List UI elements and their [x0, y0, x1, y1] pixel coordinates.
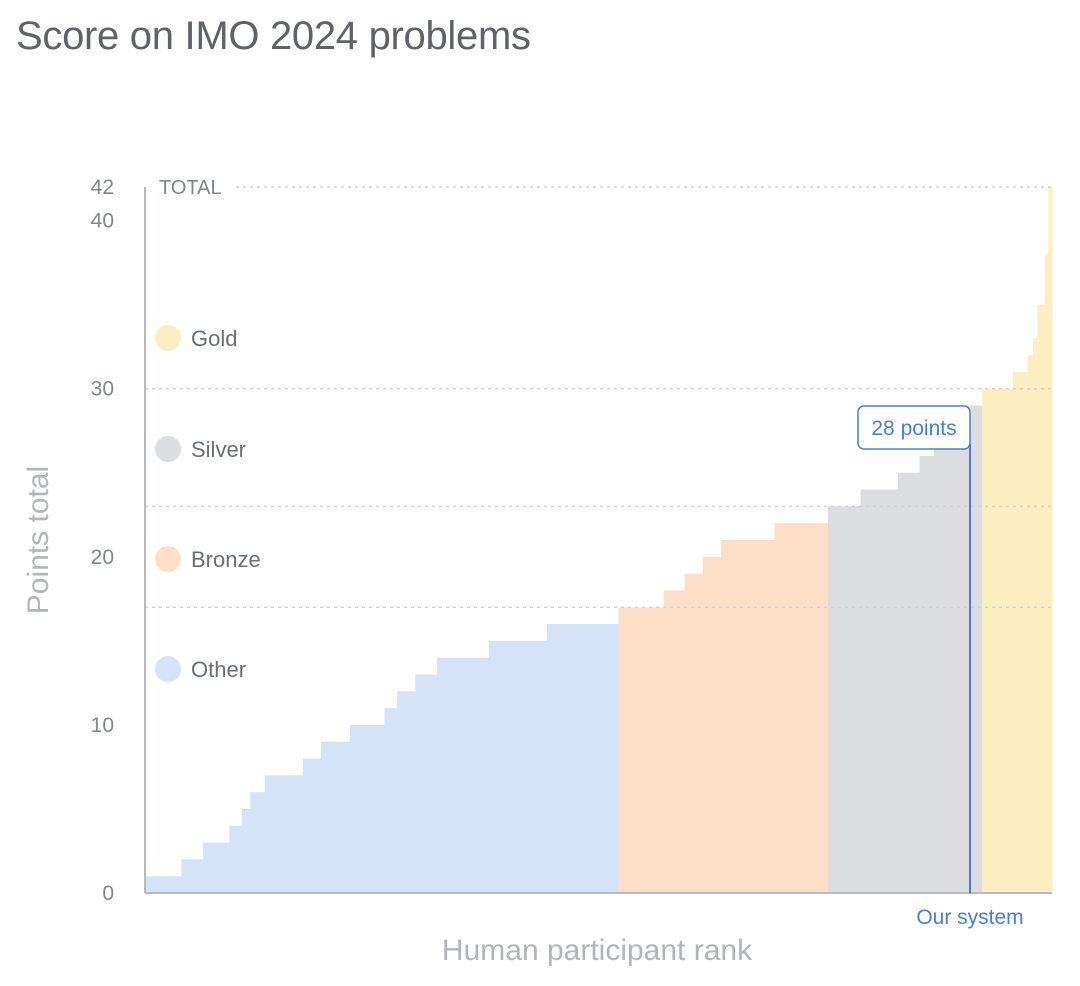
gold-step — [1044, 254, 1049, 893]
silver-step — [919, 455, 935, 893]
chart-title: Score on IMO 2024 problems — [16, 14, 531, 58]
our-system-label: Our system — [916, 906, 1023, 929]
other-step — [264, 775, 304, 893]
y-tick-label: 30 — [91, 378, 114, 401]
silver-step — [827, 506, 862, 893]
y-tick-label: 20 — [91, 546, 114, 569]
legend-label-gold: Gold — [191, 326, 237, 351]
other-step — [242, 808, 251, 893]
y-tick-label: 10 — [91, 714, 114, 737]
bronze-step — [684, 573, 704, 893]
score-area-group — [145, 187, 1053, 894]
gold-step — [1027, 355, 1034, 894]
legend-swatch-silver — [155, 436, 181, 462]
bronze-step — [774, 523, 829, 893]
other-step — [349, 724, 386, 893]
gold-step — [1037, 304, 1046, 894]
gridlines: TOTAL — [145, 177, 1052, 608]
other-step — [437, 657, 490, 893]
y-axis-title: Points total — [22, 466, 55, 614]
bronze-step — [720, 540, 776, 893]
other-step — [397, 691, 416, 893]
y-tick-label: 0 — [102, 882, 114, 905]
legend-label-other: Other — [191, 657, 246, 682]
score-callout-box — [857, 405, 971, 450]
bronze-step — [663, 590, 686, 893]
other-step — [546, 624, 620, 893]
gold-step — [982, 388, 1014, 893]
gold-step — [1048, 187, 1053, 893]
y-tick-label: 42 — [91, 176, 114, 199]
x-axis-title: Human participant rank — [442, 934, 753, 967]
gold-step — [1012, 371, 1029, 893]
other-step — [320, 741, 351, 893]
y-tick-label: 40 — [91, 210, 114, 233]
axes — [144, 187, 1052, 894]
legend-swatch-gold — [155, 325, 181, 351]
bronze-step — [702, 556, 722, 893]
silver-step — [897, 472, 921, 893]
other-step — [145, 876, 182, 893]
legend-label-bronze: Bronze — [191, 547, 261, 572]
legend-label-silver: Silver — [191, 437, 246, 462]
other-step — [415, 674, 438, 893]
other-step — [203, 842, 230, 893]
other-step — [302, 758, 322, 893]
legend-swatch-other — [155, 656, 181, 682]
other-step — [229, 825, 243, 893]
silver-step — [860, 489, 899, 893]
total-label: TOTAL — [159, 177, 222, 199]
our-system-annotation: 28 points Our system — [857, 405, 1024, 929]
legend-swatch-bronze — [155, 546, 181, 572]
y-tick-labels: 0 10 20 30 40 42 — [91, 176, 114, 905]
other-step — [384, 708, 398, 893]
gold-step — [1032, 338, 1039, 893]
score-callout-label: 28 points — [871, 417, 956, 440]
silver-step — [934, 439, 958, 893]
other-step — [181, 859, 204, 893]
other-step — [488, 640, 548, 893]
legend: Gold Silver Bronze Other — [155, 325, 261, 682]
bronze-step — [618, 607, 665, 893]
other-step — [250, 792, 266, 893]
